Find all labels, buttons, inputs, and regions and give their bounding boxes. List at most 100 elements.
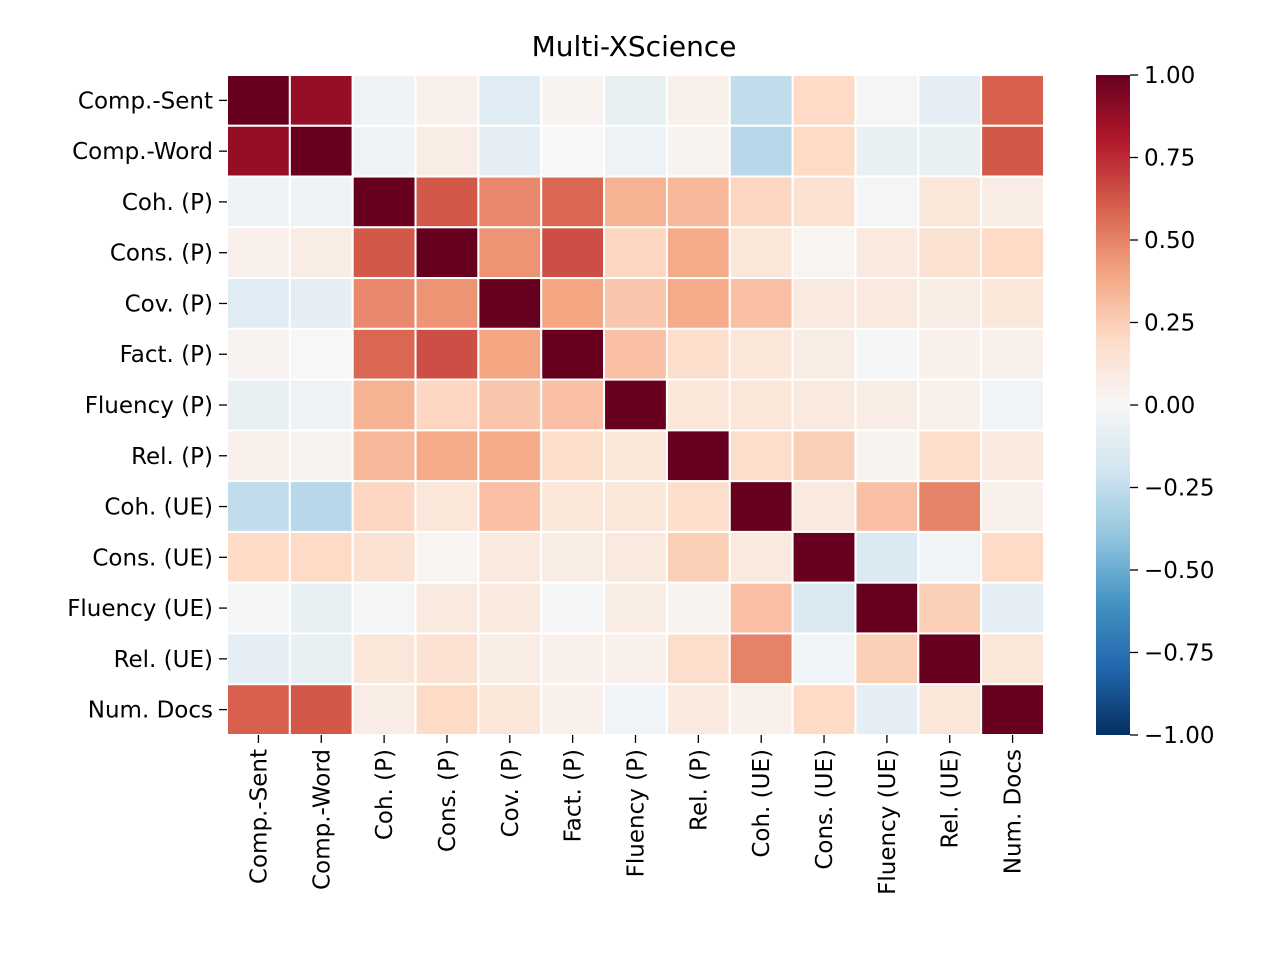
heatmap-cell	[351, 480, 417, 533]
heatmap-cells	[226, 74, 1046, 737]
heatmap-cell	[665, 175, 731, 229]
heatmap-cell	[980, 378, 1046, 432]
heatmap-cell	[414, 327, 480, 381]
heatmap-cell	[665, 632, 731, 686]
heatmap-cell	[540, 429, 606, 483]
heatmap-cell	[603, 74, 668, 127]
heatmap-cell	[854, 74, 920, 127]
heatmap-cell	[603, 226, 668, 280]
heatmap-cell	[288, 683, 354, 737]
heatmap-cell	[477, 277, 543, 330]
heatmap-cell	[351, 175, 417, 229]
heatmap-cell	[351, 226, 417, 280]
heatmap-cell	[728, 581, 794, 635]
heatmap-cell	[665, 124, 731, 178]
heatmap-cell	[980, 226, 1046, 280]
heatmap-cell	[226, 581, 291, 635]
heatmap-cell	[477, 226, 543, 280]
heatmap-cell	[854, 378, 920, 432]
heatmap-cell	[603, 530, 668, 584]
heatmap-cell	[414, 632, 480, 686]
heatmap-cell	[917, 581, 983, 635]
heatmap-cell	[414, 277, 480, 330]
heatmap-cell	[728, 74, 794, 127]
heatmap-cell	[288, 277, 354, 330]
colorbar-gradient	[1096, 75, 1130, 735]
x-tick-label: Rel. (P)	[686, 749, 712, 831]
heatmap-cell	[540, 480, 606, 533]
heatmap-cell	[226, 74, 291, 127]
heatmap-cell	[540, 175, 606, 229]
x-tick-label: Cons. (UE)	[812, 749, 838, 870]
heatmap-cell	[917, 480, 983, 533]
heatmap-cell	[351, 683, 417, 737]
heatmap-cell	[665, 683, 731, 737]
heatmap-cell	[791, 683, 857, 737]
heatmap-cell	[226, 683, 291, 737]
heatmap-cell	[288, 175, 354, 229]
heatmap-cell	[854, 327, 920, 381]
heatmap-cell	[980, 327, 1046, 381]
heatmap-cell	[414, 581, 480, 635]
heatmap-cell	[540, 632, 606, 686]
heatmap-cell	[603, 632, 668, 686]
heatmap-cell	[603, 683, 668, 737]
heatmap-cell	[288, 74, 354, 127]
heatmap-cell	[791, 429, 857, 483]
heatmap-cell	[603, 429, 668, 483]
x-tick-label: Rel. (UE)	[938, 749, 964, 848]
heatmap-cell	[854, 124, 920, 178]
heatmap-cell	[540, 124, 606, 178]
heatmap-cell	[288, 530, 354, 584]
heatmap-cell	[854, 632, 920, 686]
heatmap-cell	[226, 429, 291, 483]
heatmap-cell	[665, 581, 731, 635]
heatmap-cell	[414, 226, 480, 280]
heatmap-cell	[791, 226, 857, 280]
heatmap-cell	[980, 124, 1046, 178]
heatmap-cell	[414, 683, 480, 737]
heatmap-cell	[226, 226, 291, 280]
heatmap-cell	[351, 327, 417, 381]
heatmap-cell	[477, 581, 543, 635]
heatmap-cell	[288, 378, 354, 432]
heatmap-cell	[414, 480, 480, 533]
heatmap-cell	[477, 429, 543, 483]
colorbar-tick-label: 0.00	[1144, 393, 1195, 419]
heatmap-cell	[226, 480, 291, 533]
heatmap-cell	[854, 175, 920, 229]
heatmap-cell	[414, 429, 480, 483]
heatmap-cell	[665, 226, 731, 280]
heatmap-cell	[854, 530, 920, 584]
chart-title: Multi-XScience	[532, 30, 737, 63]
heatmap-cell	[917, 74, 983, 127]
heatmap-cell	[791, 480, 857, 533]
heatmap-cell	[791, 378, 857, 432]
heatmap-cell	[728, 530, 794, 584]
heatmap-cell	[854, 683, 920, 737]
heatmap-cell	[791, 74, 857, 127]
heatmap-cell	[603, 175, 668, 229]
heatmap-cell	[665, 277, 731, 330]
colorbar: 1.00 0.75 0.50 0.25 0.00 −0.25 −0.50 −0.75 −1.00	[1096, 63, 1214, 749]
heatmap-cell	[728, 124, 794, 178]
heatmap-cell	[728, 429, 794, 483]
heatmap-cell	[917, 277, 983, 330]
heatmap-cell	[791, 327, 857, 381]
heatmap-cell	[917, 632, 983, 686]
heatmap-cell	[728, 378, 794, 432]
y-tick-label: Cov. (P)	[125, 291, 213, 317]
colorbar-tick-label: 1.00	[1144, 63, 1195, 89]
heatmap-cell	[603, 378, 668, 432]
heatmap-cell	[728, 175, 794, 229]
heatmap-cell	[917, 327, 983, 381]
heatmap-cell	[603, 277, 668, 330]
heatmap-cell	[854, 581, 920, 635]
heatmap-cell	[980, 632, 1046, 686]
heatmap-cell	[540, 530, 606, 584]
heatmap-cell	[980, 480, 1046, 533]
x-tick-label: Num. Docs	[1001, 749, 1027, 874]
heatmap-cell	[791, 632, 857, 686]
heatmap-cell	[917, 175, 983, 229]
heatmap-cell	[226, 124, 291, 178]
